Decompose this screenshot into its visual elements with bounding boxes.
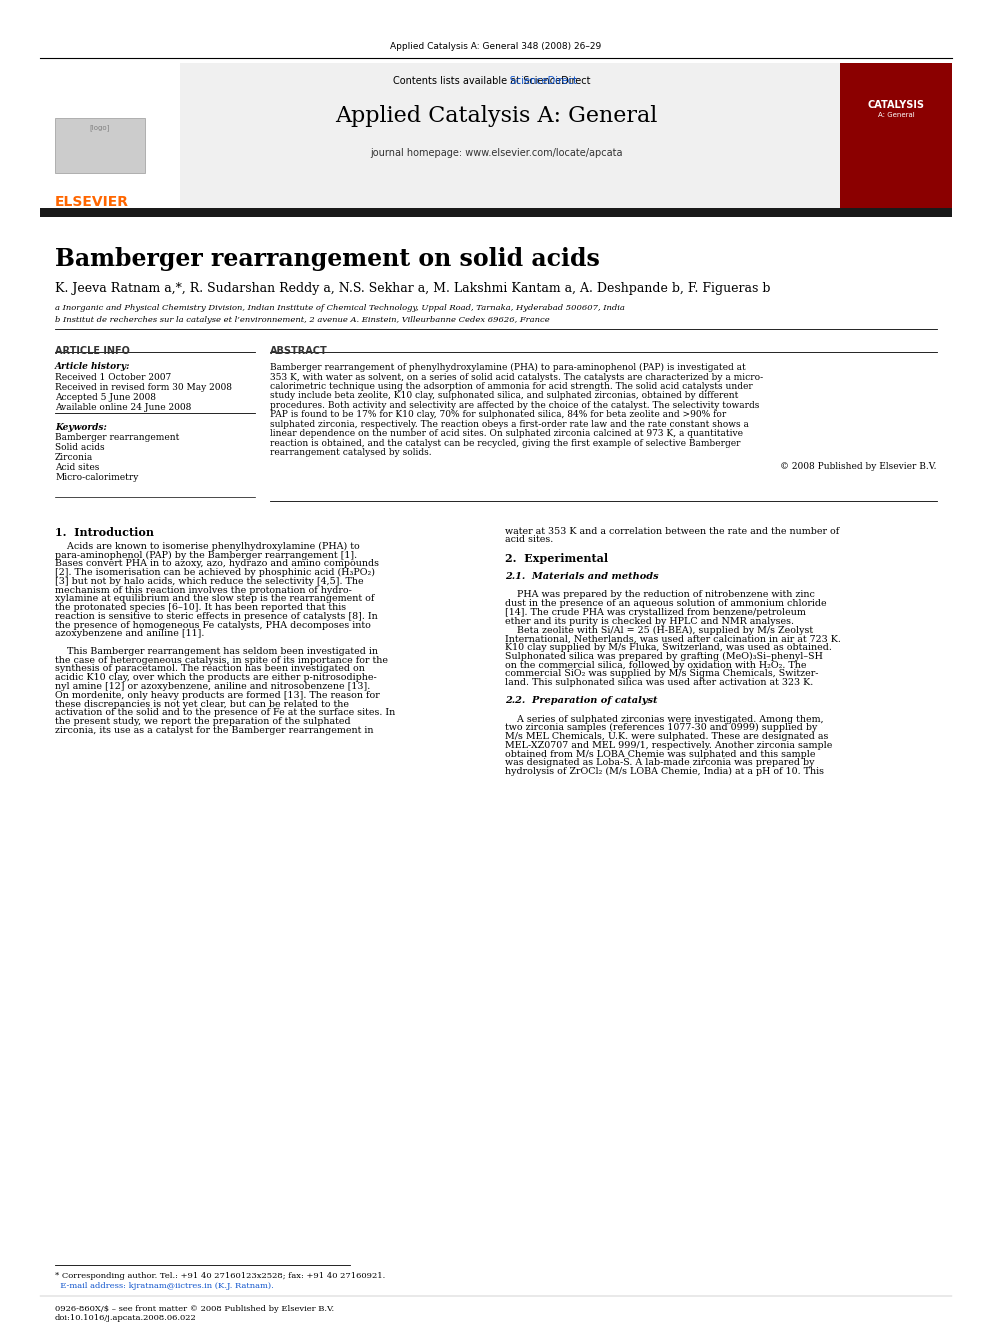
Text: acidic K10 clay, over which the products are either p-nitrosodiphe-: acidic K10 clay, over which the products… bbox=[55, 673, 377, 683]
Text: 0926-860X/$ – see front matter © 2008 Published by Elsevier B.V.: 0926-860X/$ – see front matter © 2008 Pu… bbox=[55, 1304, 334, 1312]
Text: Article history:: Article history: bbox=[55, 363, 131, 370]
Text: azoxybenzene and aniline [11].: azoxybenzene and aniline [11]. bbox=[55, 630, 204, 639]
Text: commercial SiO₂ was supplied by M/s Sigma Chemicals, Switzer-: commercial SiO₂ was supplied by M/s Sigm… bbox=[505, 669, 818, 679]
Text: © 2008 Published by Elsevier B.V.: © 2008 Published by Elsevier B.V. bbox=[781, 462, 937, 471]
Text: on the commercial silica, followed by oxidation with H₂O₂. The: on the commercial silica, followed by ox… bbox=[505, 660, 806, 669]
Text: reaction is sensitive to steric effects in presence of catalysts [8]. In: reaction is sensitive to steric effects … bbox=[55, 611, 378, 620]
Text: ether and its purity is checked by HPLC and NMR analyses.: ether and its purity is checked by HPLC … bbox=[505, 617, 794, 626]
Text: Solid acids: Solid acids bbox=[55, 443, 104, 452]
Text: doi:10.1016/j.apcata.2008.06.022: doi:10.1016/j.apcata.2008.06.022 bbox=[55, 1314, 196, 1322]
Text: Applied Catalysis A: General: Applied Catalysis A: General bbox=[335, 105, 657, 127]
Text: study include beta zeolite, K10 clay, sulphonated silica, and sulphated zirconia: study include beta zeolite, K10 clay, su… bbox=[270, 392, 738, 401]
Text: xylamine at equilibrium and the slow step is the rearrangement of: xylamine at equilibrium and the slow ste… bbox=[55, 594, 374, 603]
Text: MEL-XZ0707 and MEL 999/1, respectively. Another zirconia sample: MEL-XZ0707 and MEL 999/1, respectively. … bbox=[505, 741, 832, 750]
Text: linear dependence on the number of acid sites. On sulphated zirconia calcined at: linear dependence on the number of acid … bbox=[270, 430, 743, 438]
Text: para-aminophenol (PAP) by the Bamberger rearrangement [1].: para-aminophenol (PAP) by the Bamberger … bbox=[55, 550, 357, 560]
Text: Applied Catalysis A: General 348 (2008) 26–29: Applied Catalysis A: General 348 (2008) … bbox=[391, 42, 601, 50]
Text: zirconia, its use as a catalyst for the Bamberger rearrangement in: zirconia, its use as a catalyst for the … bbox=[55, 726, 374, 736]
Text: E-mail address: kjratnam@iictres.in (K.J. Ratnam).: E-mail address: kjratnam@iictres.in (K.J… bbox=[55, 1282, 274, 1290]
Text: ABSTRACT: ABSTRACT bbox=[270, 347, 327, 356]
FancyBboxPatch shape bbox=[40, 62, 952, 209]
Text: Available online 24 June 2008: Available online 24 June 2008 bbox=[55, 404, 191, 411]
Text: A series of sulphated zirconias were investigated. Among them,: A series of sulphated zirconias were inv… bbox=[505, 714, 823, 724]
Text: dust in the presence of an aqueous solution of ammonium chloride: dust in the presence of an aqueous solut… bbox=[505, 599, 826, 609]
Text: the case of heterogeneous catalysis, in spite of its importance for the: the case of heterogeneous catalysis, in … bbox=[55, 656, 388, 664]
Text: the presence of homogeneous Fe catalysts, PHA decomposes into: the presence of homogeneous Fe catalysts… bbox=[55, 620, 371, 630]
Text: synthesis of paracetamol. The reaction has been investigated on: synthesis of paracetamol. The reaction h… bbox=[55, 664, 365, 673]
Text: Bamberger rearrangement: Bamberger rearrangement bbox=[55, 433, 180, 442]
Text: hydrolysis of ZrOCl₂ (M/s LOBA Chemie, India) at a pH of 10. This: hydrolysis of ZrOCl₂ (M/s LOBA Chemie, I… bbox=[505, 767, 824, 777]
FancyBboxPatch shape bbox=[840, 62, 952, 209]
Text: Accepted 5 June 2008: Accepted 5 June 2008 bbox=[55, 393, 156, 402]
Text: rearrangement catalysed by solids.: rearrangement catalysed by solids. bbox=[270, 448, 432, 458]
Text: [logo]: [logo] bbox=[90, 124, 110, 131]
Text: activation of the solid and to the presence of Fe at the surface sites. In: activation of the solid and to the prese… bbox=[55, 708, 395, 717]
Text: a Inorganic and Physical Chemistry Division, Indian Institute of Chemical Techno: a Inorganic and Physical Chemistry Divis… bbox=[55, 304, 625, 312]
Text: Sulphonated silica was prepared by grafting (MeO)₃Si–phenyl–SH: Sulphonated silica was prepared by graft… bbox=[505, 652, 823, 662]
Text: Beta zeolite with Si/Al = 25 (H-BEA), supplied by M/s Zeolyst: Beta zeolite with Si/Al = 25 (H-BEA), su… bbox=[505, 626, 813, 635]
Text: two zirconia samples (references 1077-30 and 0999) supplied by: two zirconia samples (references 1077-30… bbox=[505, 724, 817, 733]
Text: Contents lists available at ScienceDirect: Contents lists available at ScienceDirec… bbox=[393, 75, 599, 86]
Text: Acid sites: Acid sites bbox=[55, 463, 99, 472]
Text: PHA was prepared by the reduction of nitrobenzene with zinc: PHA was prepared by the reduction of nit… bbox=[505, 590, 814, 599]
Text: PAP is found to be 17% for K10 clay, 70% for sulphonated silica, 84% for beta ze: PAP is found to be 17% for K10 clay, 70%… bbox=[270, 410, 726, 419]
Text: journal homepage: www.elsevier.com/locate/apcata: journal homepage: www.elsevier.com/locat… bbox=[370, 148, 622, 157]
Text: Keywords:: Keywords: bbox=[55, 423, 107, 431]
Text: A: General: A: General bbox=[878, 111, 915, 118]
Text: Bases convert PHA in to azoxy, azo, hydrazo and amino compounds: Bases convert PHA in to azoxy, azo, hydr… bbox=[55, 560, 379, 568]
Text: procedures. Both activity and selectivity are affected by the choice of the cata: procedures. Both activity and selectivit… bbox=[270, 401, 759, 410]
Text: Received 1 October 2007: Received 1 October 2007 bbox=[55, 373, 172, 382]
Text: mechanism of this reaction involves the protonation of hydro-: mechanism of this reaction involves the … bbox=[55, 586, 352, 594]
Text: acid sites.: acid sites. bbox=[505, 536, 554, 545]
Text: b Institut de recherches sur la catalyse et l’environnement, 2 avenue A. Einstei: b Institut de recherches sur la catalyse… bbox=[55, 316, 550, 324]
FancyBboxPatch shape bbox=[55, 118, 145, 172]
Text: ScienceDirect: ScienceDirect bbox=[416, 75, 576, 86]
Text: Acids are known to isomerise phenylhydroxylamine (PHA) to: Acids are known to isomerise phenylhydro… bbox=[55, 541, 360, 550]
Text: K10 clay supplied by M/s Fluka, Switzerland, was used as obtained.: K10 clay supplied by M/s Fluka, Switzerl… bbox=[505, 643, 832, 652]
Text: 2.  Experimental: 2. Experimental bbox=[505, 553, 608, 564]
Text: Bamberger rearrangement of phenylhydroxylamine (PHA) to para-aminophenol (PAP) i: Bamberger rearrangement of phenylhydroxy… bbox=[270, 363, 746, 372]
Text: Received in revised form 30 May 2008: Received in revised form 30 May 2008 bbox=[55, 384, 232, 392]
Text: [2]. The isomerisation can be achieved by phosphinic acid (H₃PO₂): [2]. The isomerisation can be achieved b… bbox=[55, 568, 375, 577]
Text: This Bamberger rearrangement has seldom been investigated in: This Bamberger rearrangement has seldom … bbox=[55, 647, 378, 656]
Text: M/s MEL Chemicals, U.K. were sulphated. These are designated as: M/s MEL Chemicals, U.K. were sulphated. … bbox=[505, 732, 828, 741]
Text: reaction is obtained, and the catalyst can be recycled, giving the first example: reaction is obtained, and the catalyst c… bbox=[270, 439, 740, 448]
Text: Micro-calorimetry: Micro-calorimetry bbox=[55, 472, 138, 482]
Text: 1.  Introduction: 1. Introduction bbox=[55, 527, 154, 537]
Text: nyl amine [12] or azoxybenzene, aniline and nitrosobenzene [13].: nyl amine [12] or azoxybenzene, aniline … bbox=[55, 683, 370, 691]
Text: Zirconia: Zirconia bbox=[55, 452, 93, 462]
Text: K. Jeeva Ratnam a,*, R. Sudarshan Reddy a, N.S. Sekhar a, M. Lakshmi Kantam a, A: K. Jeeva Ratnam a,*, R. Sudarshan Reddy … bbox=[55, 282, 771, 295]
Text: On mordenite, only heavy products are formed [13]. The reason for: On mordenite, only heavy products are fo… bbox=[55, 691, 380, 700]
Text: these discrepancies is not yet clear, but can be related to the: these discrepancies is not yet clear, bu… bbox=[55, 700, 349, 709]
Text: [3] but not by halo acids, which reduce the selectivity [4,5]. The: [3] but not by halo acids, which reduce … bbox=[55, 577, 364, 586]
Text: sulphated zirconia, respectively. The reaction obeys a first-order rate law and : sulphated zirconia, respectively. The re… bbox=[270, 419, 749, 429]
Text: the protonated species [6–10]. It has been reported that this: the protonated species [6–10]. It has be… bbox=[55, 603, 346, 613]
Text: * Corresponding author. Tel.: +91 40 27160123x2528; fax: +91 40 27160921.: * Corresponding author. Tel.: +91 40 271… bbox=[55, 1271, 385, 1279]
FancyBboxPatch shape bbox=[40, 209, 952, 217]
Text: [14]. The crude PHA was crystallized from benzene/petroleum: [14]. The crude PHA was crystallized fro… bbox=[505, 609, 806, 617]
Text: the present study, we report the preparation of the sulphated: the present study, we report the prepara… bbox=[55, 717, 350, 726]
Text: 2.2.  Preparation of catalyst: 2.2. Preparation of catalyst bbox=[505, 696, 658, 705]
Text: ARTICLE INFO: ARTICLE INFO bbox=[55, 347, 130, 356]
Text: water at 353 K and a correlation between the rate and the number of: water at 353 K and a correlation between… bbox=[505, 527, 839, 536]
Text: International, Netherlands, was used after calcination in air at 723 K.: International, Netherlands, was used aft… bbox=[505, 634, 841, 643]
Text: land. This sulphonated silica was used after activation at 323 K.: land. This sulphonated silica was used a… bbox=[505, 679, 813, 687]
FancyBboxPatch shape bbox=[40, 62, 180, 209]
Text: calorimetric technique using the adsorption of ammonia for acid strength. The so: calorimetric technique using the adsorpt… bbox=[270, 382, 753, 392]
Text: was designated as Loba-S. A lab-made zirconia was prepared by: was designated as Loba-S. A lab-made zir… bbox=[505, 758, 814, 767]
Text: CATALYSIS: CATALYSIS bbox=[867, 99, 925, 110]
Text: Bamberger rearrangement on solid acids: Bamberger rearrangement on solid acids bbox=[55, 247, 600, 271]
Text: ELSEVIER: ELSEVIER bbox=[55, 194, 129, 209]
Text: 353 K, with water as solvent, on a series of solid acid catalysts. The catalysts: 353 K, with water as solvent, on a serie… bbox=[270, 373, 763, 381]
Text: 2.1.  Materials and methods: 2.1. Materials and methods bbox=[505, 572, 659, 581]
Text: obtained from M/s LOBA Chemie was sulphated and this sample: obtained from M/s LOBA Chemie was sulpha… bbox=[505, 750, 815, 758]
